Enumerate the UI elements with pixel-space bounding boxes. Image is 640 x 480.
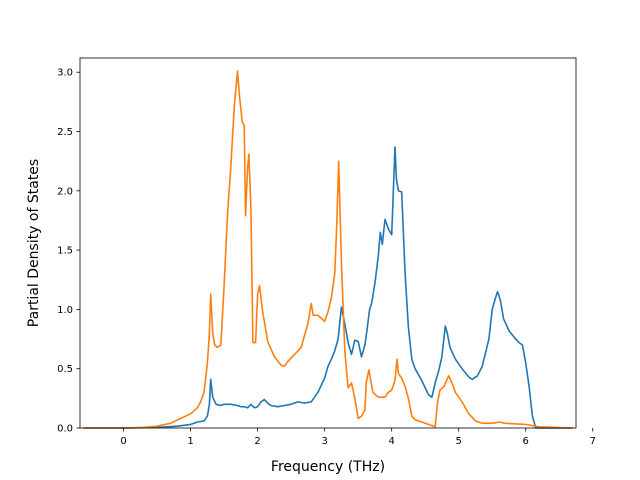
y-tick-label: 1.0 — [57, 305, 73, 316]
x-tick-label: 2 — [254, 436, 260, 447]
y-tick-label: 3.0 — [57, 68, 73, 79]
x-tick-label: 4 — [388, 436, 394, 447]
plot-area — [83, 70, 573, 429]
axis-ticks: 0 1 2 3 4 5 6 7 0.0 0.5 1.0 1.5 2.0 2.5 3.0 — [57, 68, 596, 447]
plot-frame — [79, 57, 577, 429]
x-tick-label: 3 — [321, 436, 327, 447]
y-tick-label: 0.5 — [57, 364, 73, 375]
x-axis-label: Frequency (THz) — [271, 459, 385, 475]
y-tick-label: 2.5 — [57, 127, 73, 138]
x-tick-label: 5 — [456, 436, 462, 447]
y-tick-label: 1.5 — [57, 246, 73, 257]
x-tick-label: 6 — [523, 436, 529, 447]
series-line-1 — [83, 146, 573, 429]
x-tick-label: 7 — [590, 436, 596, 447]
y-tick-label: 2.0 — [57, 186, 73, 197]
y-tick-label: 0.0 — [57, 424, 73, 435]
series-line-2 — [83, 70, 573, 429]
y-axis-label: Partial Density of States — [26, 159, 42, 327]
x-tick-label: 0 — [120, 436, 126, 447]
x-tick-label: 1 — [187, 436, 193, 447]
